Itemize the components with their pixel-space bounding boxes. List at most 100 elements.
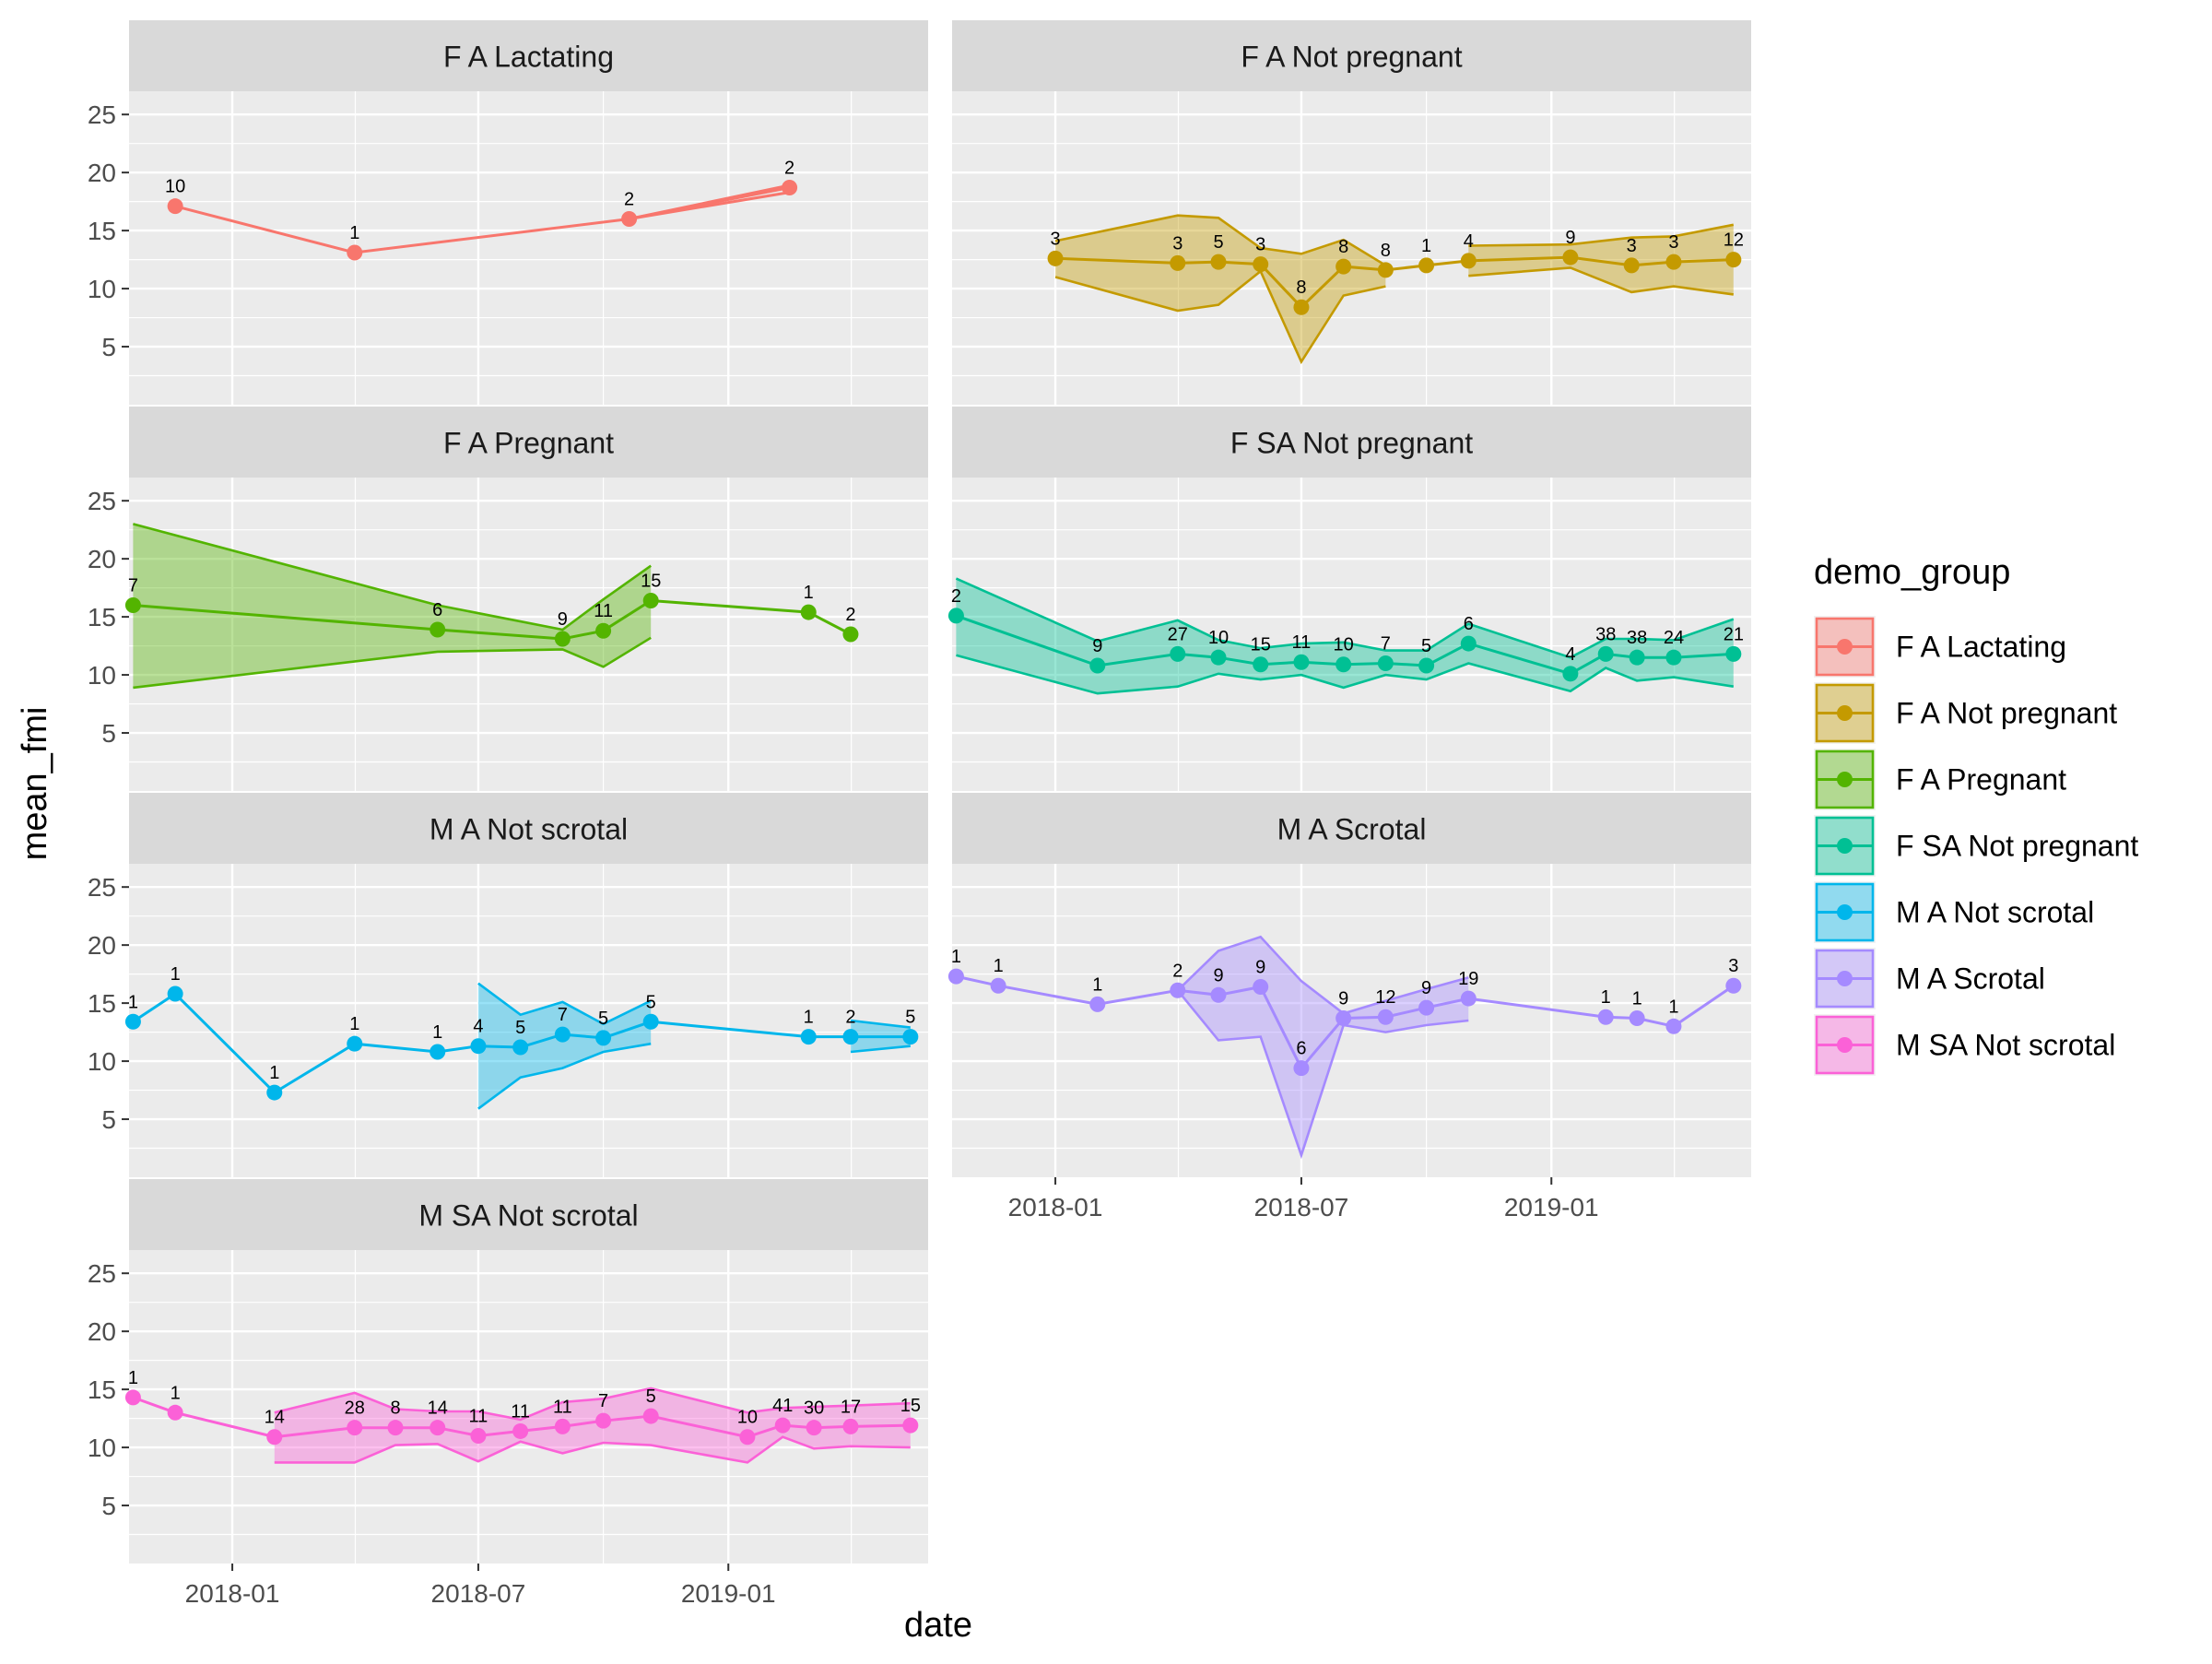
- x-tick-label: 2018-07: [431, 1579, 526, 1608]
- data-point: [124, 1013, 141, 1030]
- sample-size-label: 10: [165, 177, 185, 197]
- sample-size-label: 11: [469, 1406, 488, 1426]
- sample-size-label: 1: [1421, 236, 1431, 256]
- facet-strip-label: M SA Not scrotal: [418, 1199, 638, 1233]
- sample-size-label: 1: [432, 1022, 442, 1043]
- sample-size-label: 2: [1172, 961, 1182, 981]
- data-point: [1377, 655, 1394, 671]
- facet-panel-f-a-pregnant: F A Pregnant 5 10 15 20 25 7 6 9 11 15 1 2: [88, 407, 928, 791]
- sample-size-label: 41: [772, 1396, 793, 1416]
- data-point: [347, 244, 363, 261]
- sample-size-label: 15: [900, 1396, 921, 1416]
- data-point: [1210, 649, 1227, 666]
- sample-size-label: 14: [265, 1408, 285, 1428]
- data-point: [266, 1429, 283, 1446]
- data-point: [1170, 982, 1186, 998]
- sample-size-label: 1: [1092, 974, 1102, 995]
- sample-size-label: 6: [432, 600, 442, 620]
- y-tick-label: 25: [88, 487, 116, 515]
- y-tick-label: 5: [101, 1492, 116, 1520]
- confidence-ribbon: [1177, 937, 1469, 1156]
- y-tick-label: 25: [88, 100, 116, 129]
- data-point: [902, 1029, 919, 1045]
- sample-size-label: 5: [1421, 636, 1431, 656]
- data-point: [595, 1030, 612, 1046]
- sample-size-label: 15: [641, 571, 661, 591]
- data-point: [347, 1420, 363, 1436]
- sample-size-label: 5: [646, 1387, 656, 1407]
- sample-size-label: 9: [1565, 228, 1575, 248]
- sample-size-label: 38: [1595, 624, 1616, 644]
- facet-strip-label: F A Lactating: [443, 41, 614, 74]
- sample-size-label: 11: [511, 1401, 530, 1422]
- sample-size-label: 7: [558, 1005, 568, 1025]
- data-point: [387, 1420, 404, 1436]
- legend-key-point: [1837, 971, 1853, 986]
- data-point: [1335, 1009, 1352, 1026]
- sample-size-label: 8: [1381, 241, 1391, 261]
- sample-size-label: 3: [1627, 236, 1637, 256]
- data-point: [1460, 990, 1477, 1007]
- y-tick-label: 15: [88, 1375, 116, 1404]
- sample-size-label: 4: [1565, 644, 1575, 665]
- sample-size-label: 8: [1338, 237, 1348, 257]
- y-tick-label: 25: [88, 1259, 116, 1288]
- data-point: [642, 1408, 659, 1424]
- sample-size-label: 5: [1213, 232, 1223, 253]
- facet-strip: [129, 793, 928, 864]
- data-point: [990, 977, 1006, 994]
- sample-size-label: 15: [1251, 635, 1271, 655]
- data-point: [902, 1417, 919, 1434]
- data-point: [1597, 1009, 1614, 1025]
- facet-strip: [129, 1179, 928, 1250]
- legend-item-m-a-not-scrotal: M A Not scrotal: [1814, 881, 2094, 943]
- data-point: [167, 985, 183, 1002]
- panel-background: [129, 91, 928, 405]
- sample-size-label: 1: [1601, 987, 1611, 1008]
- data-point: [1665, 1018, 1682, 1034]
- data-point: [595, 1412, 612, 1429]
- sample-size-label: 1: [128, 1368, 138, 1388]
- data-point: [1089, 657, 1106, 674]
- data-point: [266, 1084, 283, 1101]
- facet-strip: [952, 407, 1751, 478]
- sample-size-label: 24: [1664, 628, 1684, 648]
- ribbon-upper-line: [274, 1387, 911, 1422]
- confidence-ribbon: [133, 524, 652, 688]
- data-point: [1597, 645, 1614, 662]
- ribbon-lower-line: [850, 1044, 911, 1054]
- sample-size-label: 6: [1464, 614, 1474, 634]
- ribbon-lower-line: [133, 636, 652, 690]
- y-tick-label: 5: [101, 719, 116, 748]
- sample-size-label: 12: [1375, 987, 1395, 1008]
- legend-key-point: [1837, 705, 1853, 721]
- sample-size-label: 1: [951, 947, 961, 967]
- sample-size-label: 2: [624, 190, 634, 210]
- data-point: [800, 1029, 817, 1045]
- ribbon-upper-line: [850, 1019, 911, 1029]
- series-line: [132, 1396, 911, 1439]
- legend-key-point: [1837, 904, 1853, 920]
- legend-item-f-a-not-pregnant: F A Not pregnant: [1814, 682, 2117, 744]
- y-tick-label: 25: [88, 873, 116, 902]
- sample-size-label: 9: [1338, 988, 1348, 1009]
- data-point: [1210, 986, 1227, 1003]
- sample-size-label: 1: [994, 956, 1004, 976]
- x-axis-title: date: [904, 1606, 972, 1645]
- sample-size-label: 1: [349, 1014, 359, 1034]
- legend-item-f-a-pregnant: F A Pregnant: [1814, 749, 2066, 810]
- data-point: [1418, 999, 1435, 1016]
- ribbon-lower-line: [477, 1042, 652, 1110]
- sample-size-label: 17: [841, 1397, 861, 1417]
- sample-size-label: 10: [1334, 635, 1354, 655]
- sample-size-label: 7: [1381, 633, 1391, 654]
- data-point: [842, 1029, 859, 1045]
- sample-size-label: 9: [1421, 978, 1431, 998]
- legend-item-f-sa-not-pregnant: F SA Not pregnant: [1814, 815, 2138, 877]
- data-point: [947, 608, 964, 624]
- legend-item-label: F A Lactating: [1896, 631, 2066, 664]
- sample-size-label: 1: [171, 1383, 181, 1403]
- sample-size-label: 14: [428, 1398, 448, 1419]
